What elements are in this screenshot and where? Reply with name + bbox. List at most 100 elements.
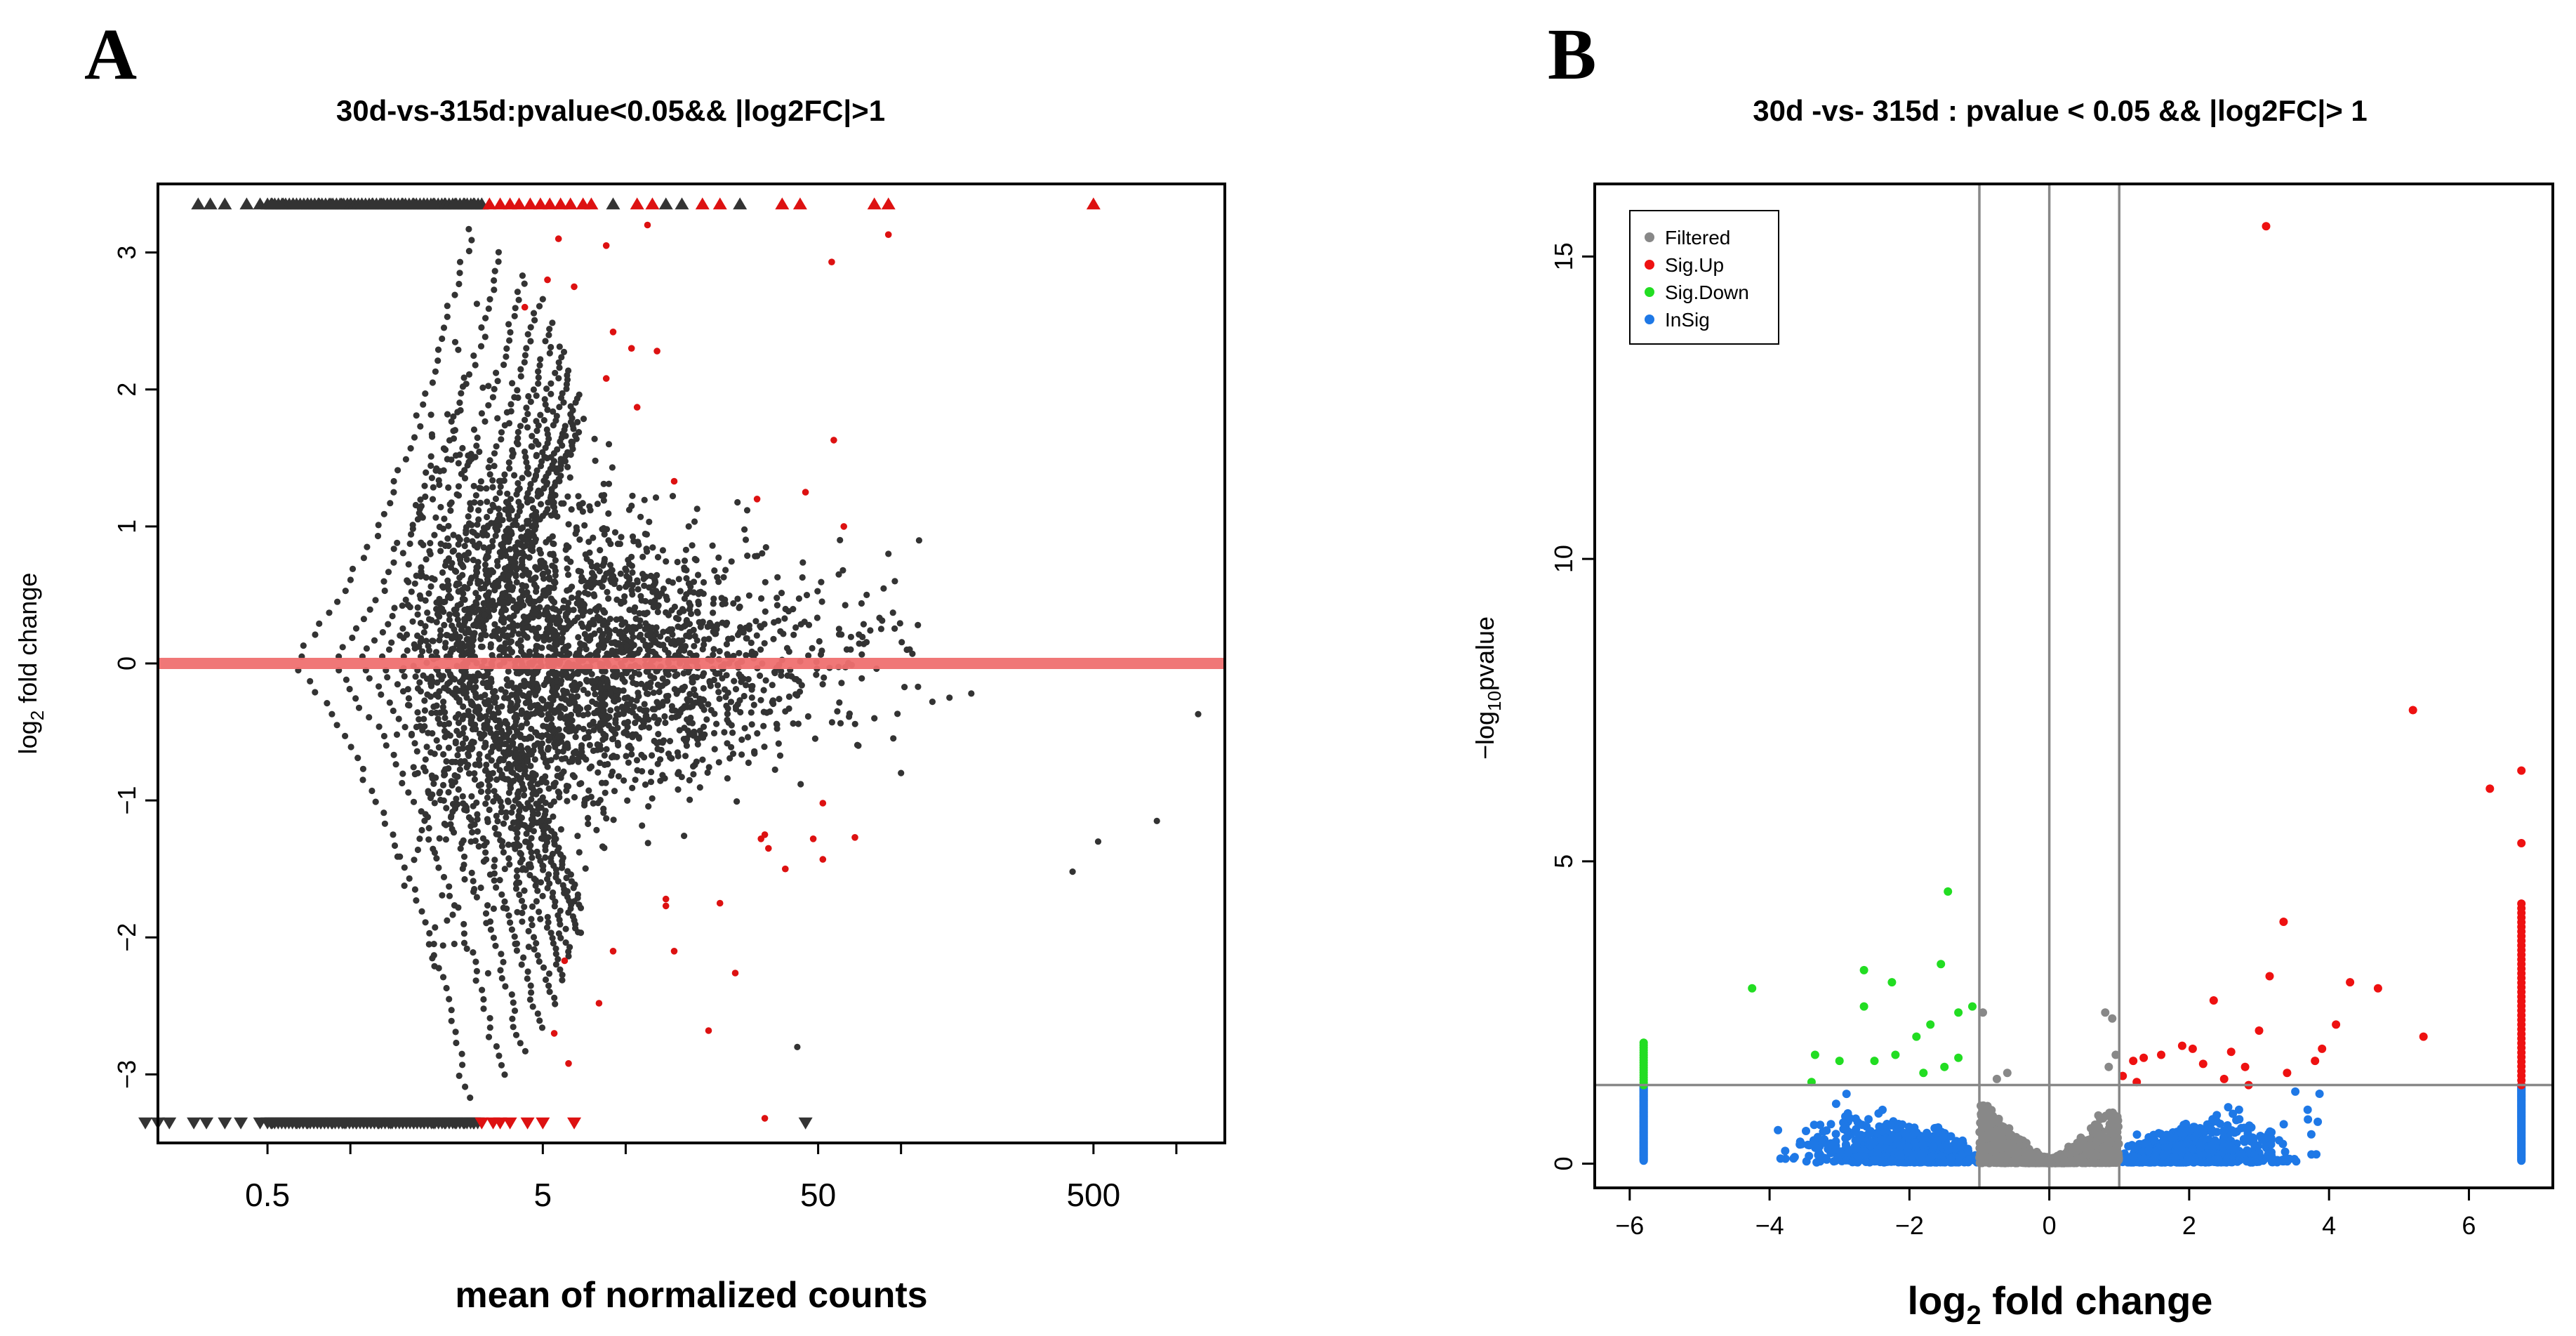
ma-point [418, 908, 425, 915]
ma-point [537, 879, 545, 886]
ma-point [529, 769, 536, 777]
ma-point [607, 707, 614, 714]
ma-point [537, 411, 544, 418]
ma-point [730, 600, 737, 607]
ma-point [412, 673, 419, 680]
ma-point [505, 459, 512, 466]
ma-point [451, 338, 459, 345]
ma-point [605, 441, 613, 448]
ma-point [514, 487, 522, 494]
ma-point [514, 819, 521, 826]
ma-point [581, 802, 588, 809]
ma-point [385, 621, 392, 628]
ma-point [423, 469, 430, 476]
ma-point [465, 770, 473, 777]
ma-point [416, 679, 423, 686]
ma-point [785, 693, 792, 701]
ma-point [569, 583, 576, 590]
ma-point [790, 720, 797, 727]
ma-point [416, 643, 423, 650]
ma-point [484, 970, 492, 977]
ma-point [542, 401, 549, 408]
volcano-insig-point [1842, 1090, 1851, 1099]
ma-point [478, 324, 485, 331]
ma-point [530, 828, 538, 835]
ma-point [431, 750, 438, 758]
ma-point [621, 619, 629, 626]
ma-point [771, 670, 778, 677]
ma-point [533, 418, 540, 425]
ma-point [485, 464, 492, 471]
ma-point [537, 704, 544, 712]
ma-point [593, 604, 600, 611]
ma-point [548, 645, 556, 652]
ma-point [505, 623, 513, 630]
ma-point [629, 784, 636, 791]
ma-point [492, 495, 500, 503]
ma-point [498, 974, 505, 982]
ma-point [732, 686, 740, 693]
ma-point [352, 625, 360, 632]
ma-point [635, 693, 642, 700]
ma-point [489, 394, 497, 401]
ma-point [449, 758, 456, 765]
ma-point [632, 713, 639, 720]
ma-point [516, 842, 523, 849]
ma-point [342, 588, 349, 595]
ma-point [891, 578, 898, 585]
ma-point [514, 394, 522, 402]
ma-point [569, 594, 576, 602]
ma-point [743, 507, 751, 514]
ma-point [567, 871, 575, 878]
ma-point [450, 413, 457, 421]
ma-clipped-down-point [199, 1117, 214, 1130]
ma-point [623, 642, 630, 649]
ma-point [300, 642, 307, 649]
ma-point [583, 756, 590, 763]
ma-point [417, 496, 424, 503]
ma-point [465, 549, 472, 556]
ma-point [863, 591, 870, 599]
ma-point [557, 966, 564, 973]
ma-point [552, 572, 559, 579]
ma-point [556, 404, 563, 411]
ma-point [447, 595, 454, 602]
ma-point [641, 574, 648, 581]
ma-point [585, 637, 592, 644]
ma-significant-point [670, 948, 678, 955]
ma-point [455, 492, 463, 499]
ma-point [420, 715, 427, 722]
ma-point [571, 682, 578, 689]
ma-point [701, 706, 708, 713]
ma-point [427, 462, 434, 470]
ma-point [521, 887, 528, 894]
ma-point [814, 614, 821, 621]
ma-point [731, 677, 738, 684]
ma-point [441, 714, 449, 722]
ma-point [312, 689, 319, 696]
ma-point [710, 609, 717, 616]
ma-point [663, 593, 670, 600]
ma-point [628, 674, 635, 681]
ma-point [562, 696, 569, 703]
ma-point [482, 333, 489, 340]
ma-point [456, 633, 463, 641]
ma-point [757, 623, 764, 630]
ma-point [422, 390, 429, 397]
ma-point [555, 359, 562, 366]
ma-point [721, 729, 728, 736]
ma-point [545, 785, 552, 792]
ma-point [643, 690, 651, 697]
ma-point [307, 677, 314, 685]
ma-point [467, 823, 474, 830]
ma-point [456, 270, 463, 277]
ma-point [690, 578, 698, 586]
ma-point [482, 418, 489, 425]
ma-point [580, 577, 587, 584]
ma-point [381, 587, 388, 595]
ma-point [691, 761, 698, 769]
ma-point [472, 838, 479, 845]
ma-point [670, 637, 677, 644]
ma-point [613, 616, 620, 623]
ma-point [616, 584, 623, 592]
